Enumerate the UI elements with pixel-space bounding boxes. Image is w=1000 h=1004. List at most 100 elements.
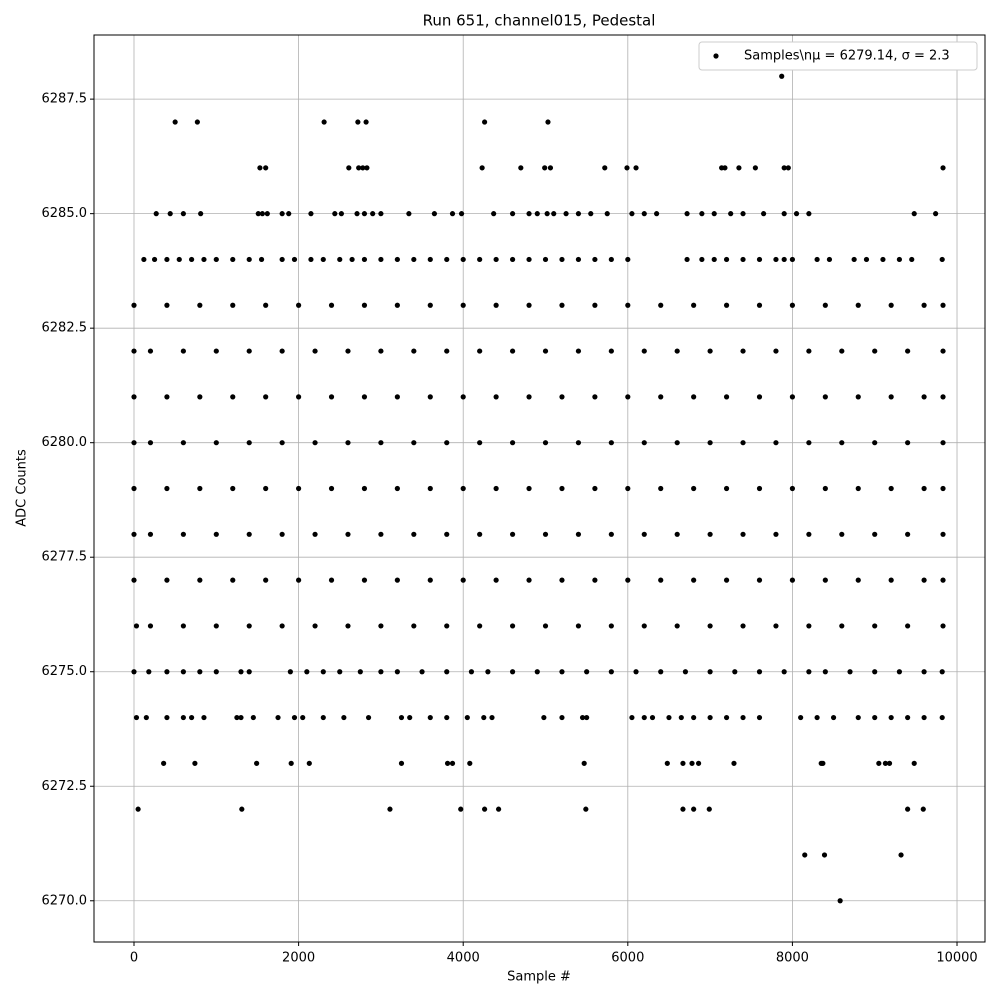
- data-point: [822, 302, 828, 308]
- data-point: [641, 531, 647, 537]
- data-point: [559, 485, 565, 492]
- data-point: [444, 348, 450, 354]
- data-point: [230, 256, 236, 263]
- data-point: [509, 348, 516, 354]
- data-point: [349, 256, 355, 263]
- data-point: [855, 714, 861, 721]
- data-point: [740, 531, 746, 537]
- y-tick-label: 6270.0: [42, 893, 88, 908]
- data-point: [337, 669, 343, 675]
- legend-box: [698, 41, 978, 71]
- data-point: [345, 348, 351, 354]
- data-point: [658, 394, 664, 400]
- data-point: [378, 531, 384, 537]
- data-point: [164, 302, 170, 308]
- data-point: [213, 440, 219, 446]
- data-point: [172, 119, 178, 125]
- data-point: [131, 577, 137, 583]
- chart-title: Run 651, channel015, Pedestal: [423, 12, 656, 30]
- data-point: [575, 531, 582, 537]
- data-point: [254, 760, 260, 766]
- data-point: [394, 485, 400, 492]
- data-point: [624, 165, 630, 171]
- data-point: [356, 165, 362, 171]
- data-point: [839, 623, 845, 629]
- data-point: [378, 623, 384, 629]
- data-point: [940, 348, 946, 354]
- data-point: [534, 669, 540, 675]
- data-point: [147, 440, 154, 446]
- data-point: [756, 302, 763, 308]
- data-point: [394, 302, 400, 308]
- data-point: [542, 165, 548, 171]
- data-point: [444, 440, 450, 446]
- data-point: [684, 211, 690, 217]
- data-point: [711, 211, 717, 217]
- data-point: [477, 256, 483, 263]
- data-point: [888, 577, 894, 583]
- x-tick-label: 4000: [447, 951, 480, 966]
- data-point: [312, 440, 318, 446]
- y-axis-label: ADC Counts: [15, 449, 30, 527]
- data-point: [608, 256, 614, 263]
- data-point: [802, 852, 808, 858]
- data-point: [641, 440, 647, 446]
- data-point: [921, 485, 927, 492]
- data-point: [806, 348, 812, 354]
- data-point: [680, 806, 686, 812]
- data-point: [602, 165, 608, 171]
- data-point: [905, 531, 911, 537]
- data-point: [584, 714, 590, 721]
- data-point: [275, 714, 281, 721]
- data-point: [518, 165, 524, 171]
- data-point: [872, 714, 878, 721]
- data-point: [695, 760, 702, 766]
- data-point: [263, 394, 269, 400]
- data-point: [257, 165, 263, 171]
- data-point: [320, 256, 326, 263]
- data-point: [592, 485, 598, 492]
- data-point: [361, 485, 368, 492]
- data-point: [526, 211, 532, 217]
- data-point: [180, 440, 186, 446]
- data-point: [164, 577, 170, 583]
- data-point: [575, 211, 582, 217]
- x-tick-label: 8000: [776, 951, 809, 966]
- data-point: [761, 211, 767, 217]
- data-point: [493, 256, 499, 263]
- data-point: [345, 623, 351, 629]
- y-tick-label: 6287.5: [42, 92, 88, 107]
- data-point: [230, 302, 236, 308]
- data-point: [689, 760, 695, 766]
- data-point: [793, 211, 800, 217]
- data-point: [444, 623, 450, 629]
- data-point: [370, 211, 376, 217]
- data-point: [798, 714, 804, 721]
- data-point: [419, 669, 425, 675]
- data-point: [707, 348, 713, 354]
- data-point: [250, 714, 256, 721]
- data-point: [896, 669, 903, 675]
- data-point: [131, 440, 137, 446]
- legend-label: Samples\nμ = 6279.14, σ = 2.3: [744, 49, 950, 64]
- data-point: [789, 302, 796, 308]
- data-point: [320, 714, 326, 721]
- data-point: [723, 302, 730, 308]
- x-tick-label: 10000: [936, 951, 977, 966]
- data-point: [213, 348, 219, 354]
- data-point: [940, 440, 946, 446]
- data-point: [732, 669, 738, 675]
- data-point: [328, 577, 335, 583]
- data-point: [526, 302, 532, 308]
- data-point: [921, 577, 927, 583]
- data-point: [547, 165, 554, 171]
- data-point: [921, 669, 927, 675]
- data-point: [180, 669, 186, 675]
- data-point: [509, 669, 516, 675]
- data-point: [625, 577, 631, 583]
- data-point: [920, 806, 926, 812]
- data-point: [354, 211, 360, 217]
- data-point: [345, 440, 351, 446]
- data-point: [839, 440, 845, 446]
- data-point: [449, 211, 456, 217]
